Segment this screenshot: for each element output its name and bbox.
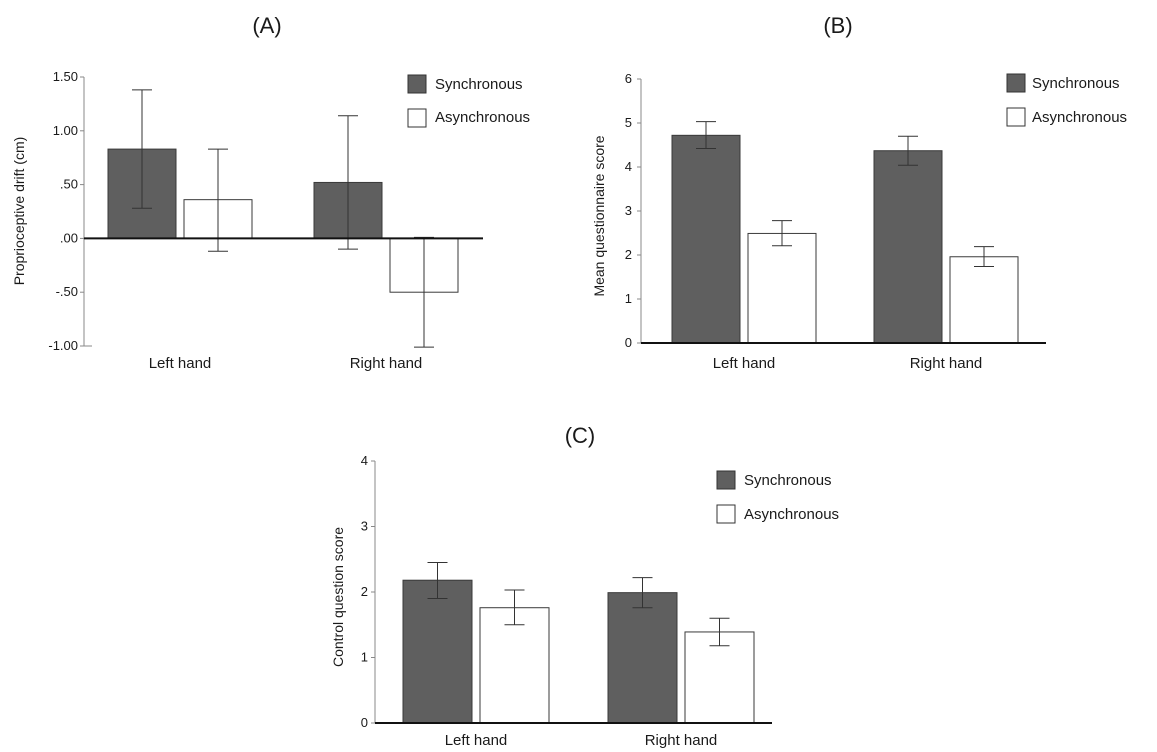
legend-label-synchronous: Synchronous [435, 76, 523, 93]
y-tick-label: .00 [60, 230, 78, 245]
legend-swatch-asynchronous [716, 504, 736, 524]
bar-synchronous [607, 592, 678, 724]
category-label: Right hand [350, 355, 423, 372]
legend-swatch-asynchronous [1006, 107, 1026, 127]
legend-label-asynchronous: Asynchronous [435, 109, 530, 126]
panel-b-label: (B) [823, 13, 852, 38]
panel-c-legend: Synchronous Asynchronous [716, 470, 839, 524]
y-tick-label: 4 [625, 159, 632, 174]
legend-label-synchronous: Synchronous [744, 472, 832, 489]
panel-b-y-axis-title: Mean questionnaire score [591, 135, 607, 296]
y-tick-label: -.50 [56, 284, 78, 299]
category-label: Left hand [149, 355, 212, 372]
category-label: Right hand [910, 355, 983, 372]
y-tick-label: 3 [625, 203, 632, 218]
panel-a-plot: -1.00 -.50 .00 .50 1.00 1.50 Left hand Right ha… [48, 69, 483, 372]
bar-asynchronous [684, 631, 755, 724]
legend-label-asynchronous: Asynchronous [1032, 109, 1127, 126]
y-tick-label: 1.00 [53, 123, 78, 138]
y-tick-label: 2 [361, 584, 368, 599]
panel-a-y-axis-title: Proprioceptive drift (cm) [11, 137, 27, 286]
legend-swatch-synchronous [1006, 73, 1026, 93]
panel-c-label: (C) [565, 423, 596, 448]
legend-label-synchronous: Synchronous [1032, 75, 1120, 92]
y-tick-label: 1 [625, 291, 632, 306]
category-label: Left hand [713, 355, 776, 372]
panel-a-legend: Synchronous Asynchronous [407, 74, 530, 128]
category-label: Left hand [445, 732, 508, 749]
bar-synchronous [402, 579, 473, 724]
y-tick-label: 2 [625, 247, 632, 262]
panel-b-legend: Synchronous Asynchronous [1006, 73, 1127, 127]
category-label: Right hand [645, 732, 718, 749]
panel-b: (B) 0 1 2 3 4 5 6 Left hand Right hand Mean ques… [591, 13, 1127, 372]
y-tick-label: 6 [625, 71, 632, 86]
panel-c-y-axis-title: Control question score [330, 527, 346, 667]
bar-asynchronous [747, 232, 817, 344]
y-tick-label: 0 [361, 715, 368, 730]
y-tick-label: 4 [361, 453, 368, 468]
panel-c-plot: 0 1 2 3 4 Left hand Right hand [361, 453, 772, 749]
bar-asynchronous [949, 256, 1019, 344]
panel-a-label: (A) [252, 13, 281, 38]
y-tick-label: 0 [625, 335, 632, 350]
legend-swatch-synchronous [407, 74, 427, 94]
y-tick-label: 1.50 [53, 69, 78, 84]
legend-swatch-asynchronous [407, 108, 427, 128]
panel-b-plot: 0 1 2 3 4 5 6 Left hand Right hand [625, 71, 1046, 372]
legend-label-asynchronous: Asynchronous [744, 506, 839, 523]
legend-swatch-synchronous [716, 470, 736, 490]
bar-synchronous [671, 134, 741, 344]
y-tick-label: 1 [361, 650, 368, 665]
y-tick-label: 5 [625, 115, 632, 130]
bar-synchronous [873, 150, 943, 344]
panel-c: (C) 0 1 2 3 4 Left hand Right hand Control que… [330, 423, 839, 749]
y-tick-label: -1.00 [48, 338, 78, 353]
y-tick-label: .50 [60, 177, 78, 192]
y-tick-label: 3 [361, 519, 368, 534]
bar-asynchronous [479, 607, 550, 724]
panel-a: (A) -1.00 -.50 .00 .50 1.00 1.50 Left hand Righ… [11, 13, 530, 372]
